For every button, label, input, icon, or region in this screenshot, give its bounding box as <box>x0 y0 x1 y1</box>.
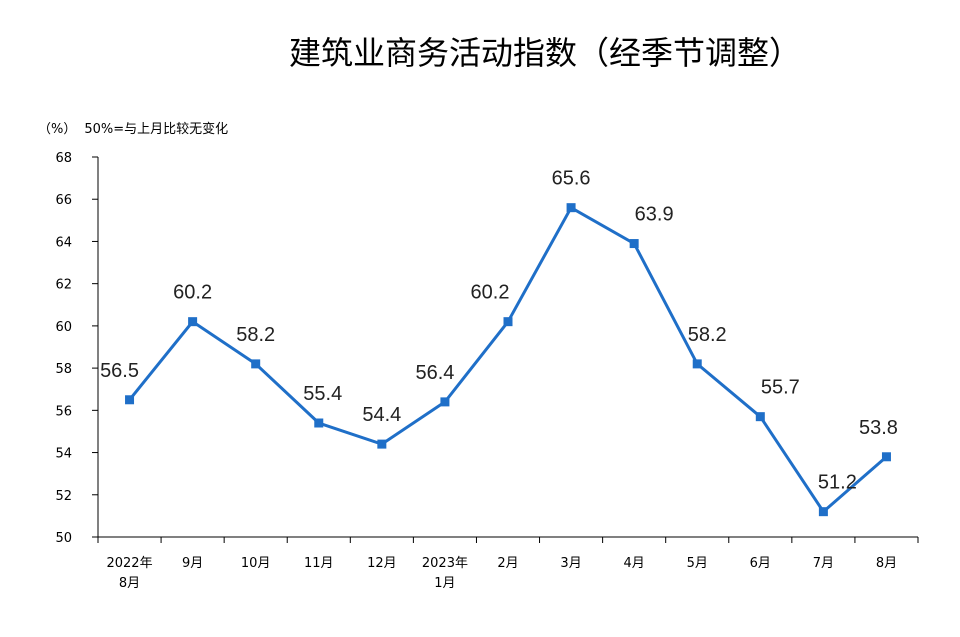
data-point <box>692 359 702 369</box>
data-label: 56.4 <box>415 362 454 384</box>
x-tick-label: 9月 <box>182 556 203 571</box>
x-tick-label: 2月 <box>497 556 518 571</box>
x-tick-label: 3月 <box>560 556 581 571</box>
y-axis-ticks: 50 52 54 56 58 60 62 64 66 68 <box>55 151 98 546</box>
y-tick-label: 52 <box>55 489 72 504</box>
data-point <box>251 359 261 369</box>
y-tick-label: 56 <box>55 404 72 419</box>
data-label: 58.2 <box>688 324 727 346</box>
x-tick-label: 4月 <box>624 556 645 571</box>
data-label: 60.2 <box>471 282 510 304</box>
data-point <box>440 397 450 407</box>
data-label: 60.2 <box>173 282 212 304</box>
data-label: 63.9 <box>635 204 674 226</box>
x-tick-label: 2022年 8月 <box>106 556 152 591</box>
data-label: 54.4 <box>362 404 401 426</box>
axes <box>97 157 918 538</box>
data-point <box>503 317 513 327</box>
y-tick-label: 60 <box>55 320 72 335</box>
data-point <box>188 317 198 327</box>
data-label: 53.8 <box>859 417 898 439</box>
data-point <box>314 418 324 428</box>
x-tick-label: 12月 <box>367 556 397 571</box>
y-tick-label: 54 <box>55 447 72 462</box>
x-tick-label: 10月 <box>241 556 271 571</box>
data-point <box>629 239 639 249</box>
series-line <box>128 205 888 514</box>
x-tick-label: 2023年 1月 <box>422 556 468 591</box>
x-tick-label: 6月 <box>750 556 771 571</box>
y-tick-label: 62 <box>55 278 72 293</box>
data-point <box>125 395 135 405</box>
data-point <box>377 439 387 449</box>
data-label: 51.2 <box>818 472 857 494</box>
y-tick-label: 50 <box>55 531 72 546</box>
y-unit-label: （%） <box>38 122 77 137</box>
data-point <box>818 507 828 517</box>
y-tick-label: 58 <box>55 362 72 377</box>
x-tick-label: 5月 <box>687 556 708 571</box>
x-tick-label: 8月 <box>876 556 897 571</box>
data-labels: 56.5 60.2 58.2 55.4 54.4 56.4 60.2 65.6 63.9 58.2… <box>100 168 898 494</box>
chart-title: 建筑业商务活动指数（经季节调整） <box>288 34 801 72</box>
data-point <box>566 203 576 213</box>
x-tick-label: 7月 <box>813 556 834 571</box>
x-axis-ticks: 2022年 8月 9月 10月 11月 12月 2023年 1月 2月 3月 4月 5月 6月 7月 8月 <box>97 537 919 591</box>
y-tick-label: 68 <box>55 151 72 166</box>
data-label: 56.5 <box>100 360 139 382</box>
data-label: 55.7 <box>761 377 800 399</box>
x-tick-label: 11月 <box>304 556 334 571</box>
y-tick-label: 64 <box>55 235 72 250</box>
data-point <box>881 452 891 462</box>
data-label: 58.2 <box>236 324 275 346</box>
y-tick-label: 66 <box>55 193 72 208</box>
unit-note: （%） 50%=与上月比较无变化 <box>38 118 236 137</box>
data-label: 55.4 <box>303 383 342 405</box>
data-point <box>755 412 765 422</box>
data-points <box>125 203 891 517</box>
data-label: 65.6 <box>552 168 591 190</box>
baseline-note: 50%=与上月比较无变化 <box>84 122 229 137</box>
